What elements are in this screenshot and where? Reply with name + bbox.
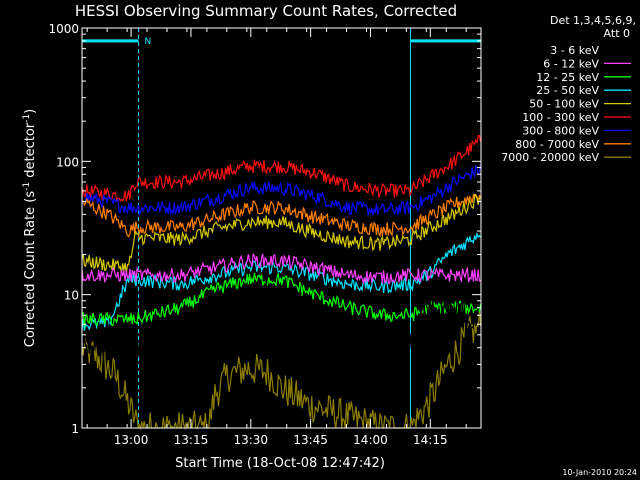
y-axis-label: Corrected Count Rate (s-1 detector-1) (22, 109, 38, 347)
generation-timestamp: 10-Jan-2010 20:24 (562, 468, 637, 477)
x-tick-label-5: 14:15 (413, 433, 448, 447)
night-marker-label: N (145, 37, 152, 47)
x-tick-label-0: 13:00 (114, 433, 149, 447)
x-axis-label: Start Time (18-Oct-08 12:47:42) (175, 456, 385, 471)
legend-label-2: 12 - 25 keV (536, 71, 599, 84)
data-layer: N (81, 28, 482, 431)
legend-label-7: 800 - 7000 keV (515, 138, 599, 151)
legend-label-5: 100 - 300 keV (522, 111, 599, 124)
x-tick-label-2: 13:30 (233, 433, 268, 447)
legend-label-1: 6 - 12 keV (543, 57, 599, 70)
x-tick-label-1: 13:15 (174, 433, 209, 447)
y-axis-label-mid: detector (23, 122, 38, 182)
axis-ticks: 1 10 100 1000 13:00 13:15 13:30 13:45 14:00 14:15 (48, 22, 481, 447)
y-axis-label-suffix: ) (23, 109, 38, 114)
legend-header-line-1: Det 1,3,4,5,6,9, (550, 14, 636, 27)
y-axis-label-prefix: Corrected Count Rate (s (23, 191, 38, 348)
y-tick-label-1: 10 (64, 289, 79, 303)
x-tick-label-4: 14:00 (353, 433, 388, 447)
x-tick-label-3: 13:45 (293, 433, 328, 447)
legend-label-3: 25 - 50 keV (536, 84, 599, 97)
legend-label-4: 50 - 100 keV (529, 98, 599, 111)
legend-label-8: 7000 - 20000 keV (501, 151, 599, 164)
y-tick-label-3: 1000 (48, 22, 79, 36)
legend-label-0: 3 - 6 keV (550, 44, 599, 57)
series-line-1 (81, 252, 481, 286)
series-line-7 (81, 192, 482, 238)
legend-header-line-2: Att 0 (604, 27, 630, 40)
plot-frame (81, 27, 482, 429)
legend-label-6: 300 - 800 keV (522, 124, 599, 137)
series-line-4 (81, 193, 481, 274)
y-axis-label-sup-2: -1 (22, 114, 32, 123)
y-tick-label-2: 100 (56, 155, 79, 169)
series-line-2 (81, 272, 482, 327)
chart-title: HESSI Observing Summary Count Rates, Cor… (75, 2, 457, 20)
series-line-5 (81, 134, 482, 203)
series-line-3 (81, 231, 482, 331)
series-line-6 (81, 164, 482, 217)
y-axis-label-sup-1: -1 (22, 182, 32, 191)
y-tick-label-0: 1 (71, 422, 79, 436)
series-line-0 (81, 279, 481, 362)
